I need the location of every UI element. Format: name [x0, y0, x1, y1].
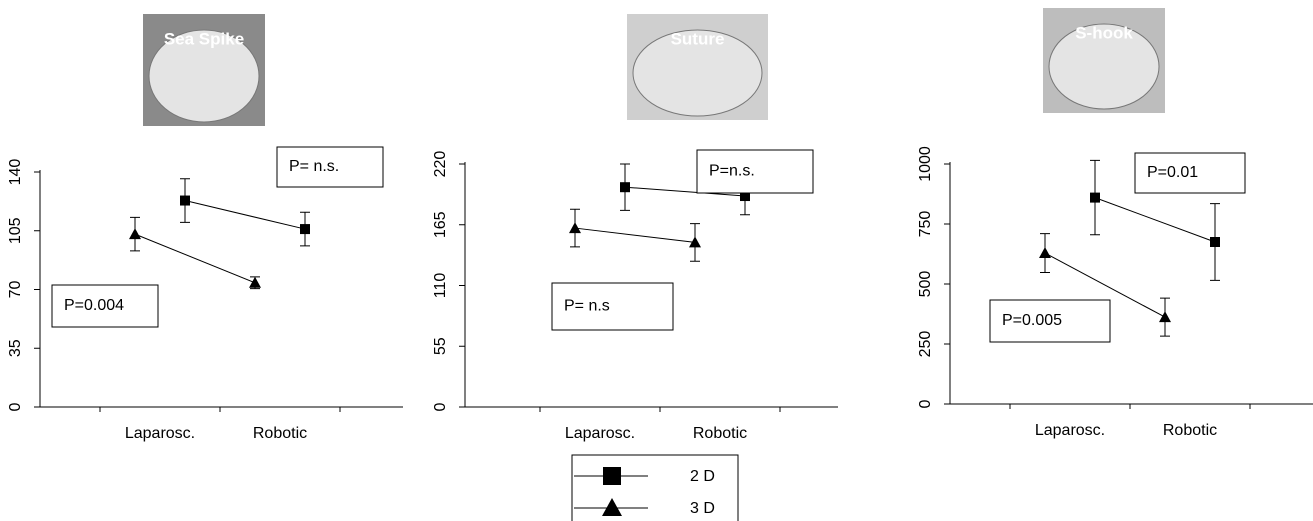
figure: Sea Spike 0 35 70 105 140 Laparosc. Robotic P= n…: [0, 0, 1313, 521]
x-tick-label: Robotic: [1163, 422, 1217, 439]
y-tick-label: 110: [432, 273, 449, 299]
y-tick-label: 140: [7, 159, 24, 186]
y-tick-label: 1000: [917, 146, 934, 182]
annotation: P=0.005: [1002, 312, 1062, 329]
x-tick-label: Robotic: [693, 425, 747, 442]
y-tick-label: 0: [7, 402, 24, 411]
y-tick-label: 70: [7, 281, 24, 299]
annotation: P= n.s: [564, 298, 610, 315]
x-tick-label: Robotic: [253, 425, 307, 442]
y-tick-label: 250: [917, 331, 934, 358]
marker-square: [620, 182, 630, 192]
marker-square: [1210, 237, 1220, 247]
y-tick-label: 0: [917, 399, 934, 408]
y-tick-label: 0: [432, 402, 449, 411]
y-tick-label: 35: [7, 339, 24, 357]
y-tick-label: 165: [432, 211, 449, 238]
legend: 2 D 3 D: [572, 455, 738, 521]
y-tick-label: 220: [432, 151, 449, 178]
annotation: P= n.s.: [289, 158, 339, 175]
photo-title: S-hook: [1075, 23, 1133, 42]
annotation: P=0.01: [1147, 164, 1198, 181]
y-tick-label: 105: [7, 217, 24, 244]
legend-label: 2 D: [690, 468, 715, 485]
y-tick-label: 55: [432, 337, 449, 355]
marker-square: [300, 224, 310, 234]
legend-label: 3 D: [690, 500, 715, 517]
photo-title: Sea Spike: [164, 29, 244, 48]
legend-square: [603, 467, 621, 485]
photo-title: Suture: [671, 29, 725, 48]
x-tick-label: Laparosc.: [565, 425, 635, 442]
y-tick-label: 500: [917, 271, 934, 298]
x-tick-label: Laparosc.: [1035, 422, 1105, 439]
marker-square: [180, 196, 190, 206]
y-tick-label: 750: [917, 211, 934, 238]
marker-square: [1090, 193, 1100, 203]
annotation: P=0.004: [64, 297, 124, 314]
x-tick-label: Laparosc.: [125, 425, 195, 442]
annotation: P=n.s.: [709, 163, 755, 180]
